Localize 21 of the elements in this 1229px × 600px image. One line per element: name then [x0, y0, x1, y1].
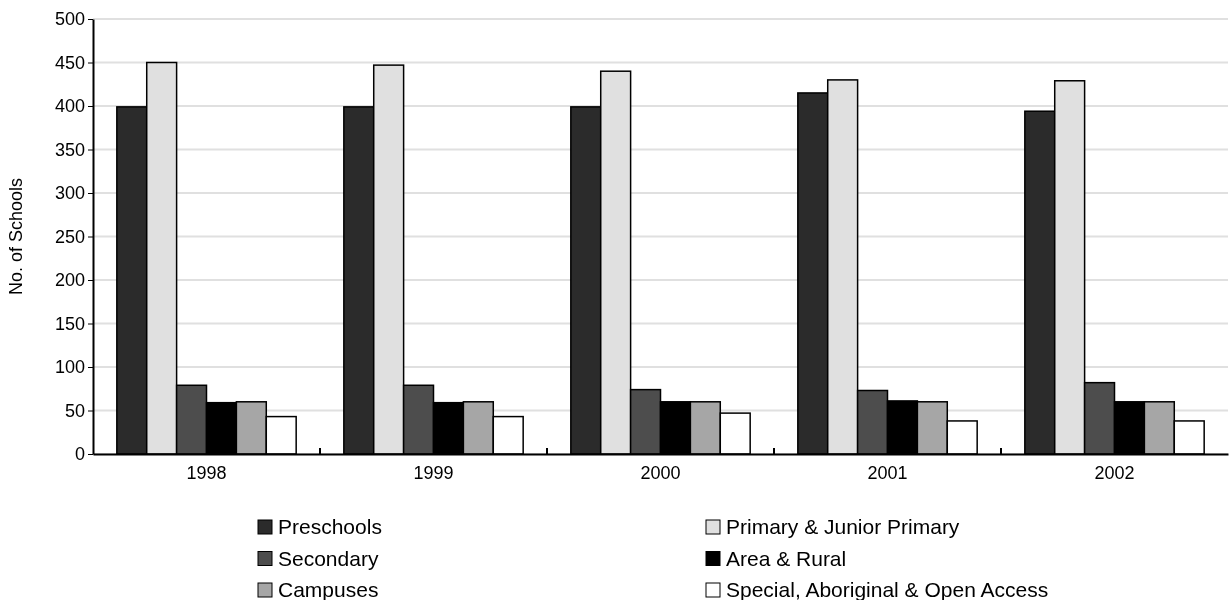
- x-tick-label: 2002: [1094, 462, 1135, 483]
- y-tick-label: 100: [54, 357, 85, 378]
- y-tick-label: 200: [54, 270, 85, 291]
- y-tick-label: 250: [54, 226, 85, 247]
- y-tick-label: 50: [64, 400, 85, 421]
- x-tick-label: 2001: [867, 462, 908, 483]
- y-axis-title: No. of Schools: [6, 177, 26, 296]
- y-tick-label: 150: [54, 313, 85, 334]
- x-tick-label: 1999: [413, 462, 454, 483]
- y-tick-label: 500: [54, 9, 85, 30]
- y-tick-label: 0: [74, 444, 85, 465]
- y-tick-label: 300: [54, 183, 85, 204]
- y-tick-label: 450: [54, 52, 85, 73]
- y-tick-label: 350: [54, 139, 85, 160]
- legend-label: Secondary: [278, 546, 379, 570]
- legend-label: Preschools: [278, 515, 382, 538]
- x-tick-label: 1998: [186, 462, 227, 483]
- legend-label: Primary & Junior Primary: [726, 515, 960, 538]
- legend-label: Area & Rural: [726, 546, 847, 570]
- y-tick-label: 400: [54, 96, 85, 117]
- x-tick-label: 2000: [640, 462, 681, 483]
